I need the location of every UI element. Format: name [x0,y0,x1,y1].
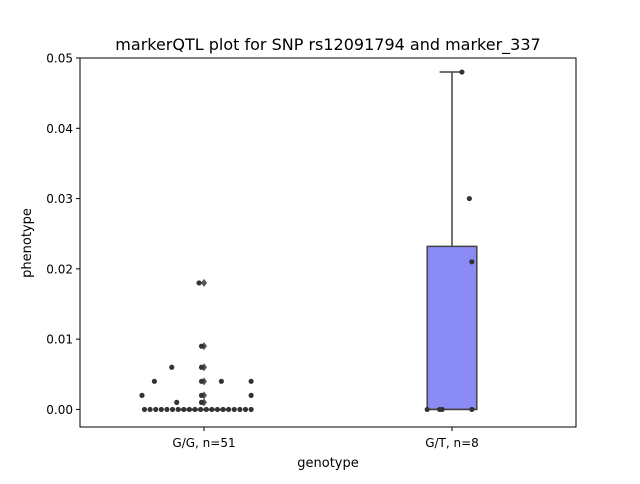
data-point [198,364,205,370]
data-point [151,378,157,384]
data-point [164,406,170,413]
data-point [198,406,204,413]
data-point [231,406,237,413]
data-point [220,406,226,413]
data-point [139,392,145,398]
data-point [198,392,205,398]
data-point [248,406,254,413]
y-tick-label: 0.02 [46,262,73,276]
data-point [141,406,148,413]
data-point [226,406,232,413]
data-point [186,406,192,413]
plot-marks [139,69,478,413]
data-point [469,259,475,265]
data-point [214,406,221,413]
y-tick-label: 0.03 [46,192,73,206]
y-tick-label: 0.00 [46,403,73,417]
chart-title: markerQTL plot for SNP rs12091794 and ma… [115,35,540,55]
data-point [469,406,475,413]
data-point [203,406,209,413]
data-point [158,406,164,413]
data-point [169,364,175,370]
plot-frame [79,57,577,428]
data-point [248,378,254,384]
y-axis: 0.00 0.01 0.02 0.03 0.04 0.05 [46,52,80,417]
data-point [466,195,472,202]
data-point [174,399,180,405]
y-tick-label: 0.04 [46,122,73,136]
data-point [192,406,198,413]
data-point [181,406,187,413]
flier [201,278,207,287]
x-tick-label: G/T, n=8 [425,436,479,450]
data-point [175,406,181,413]
x-axis-label: genotype [297,456,358,471]
data-point [196,280,202,286]
y-tick-label: 0.01 [46,333,73,347]
y-tick-label: 0.05 [46,52,73,66]
data-point [218,378,224,384]
y-axis-label: phenotype [20,208,35,278]
x-tick-label: G/G, n=51 [172,436,235,450]
data-point [198,343,205,349]
data-point [459,69,465,75]
data-point [169,406,176,413]
data-point [424,406,430,413]
data-point [147,406,153,413]
data-point [237,406,243,413]
x-axis: G/G, n=51 G/T, n=8 [172,427,479,450]
data-point [153,406,159,413]
data-point [248,392,254,398]
data-point [242,406,249,413]
box [426,245,478,411]
data-point [209,406,215,413]
data-point [439,406,445,413]
data-point [198,399,205,405]
data-point [198,378,205,384]
